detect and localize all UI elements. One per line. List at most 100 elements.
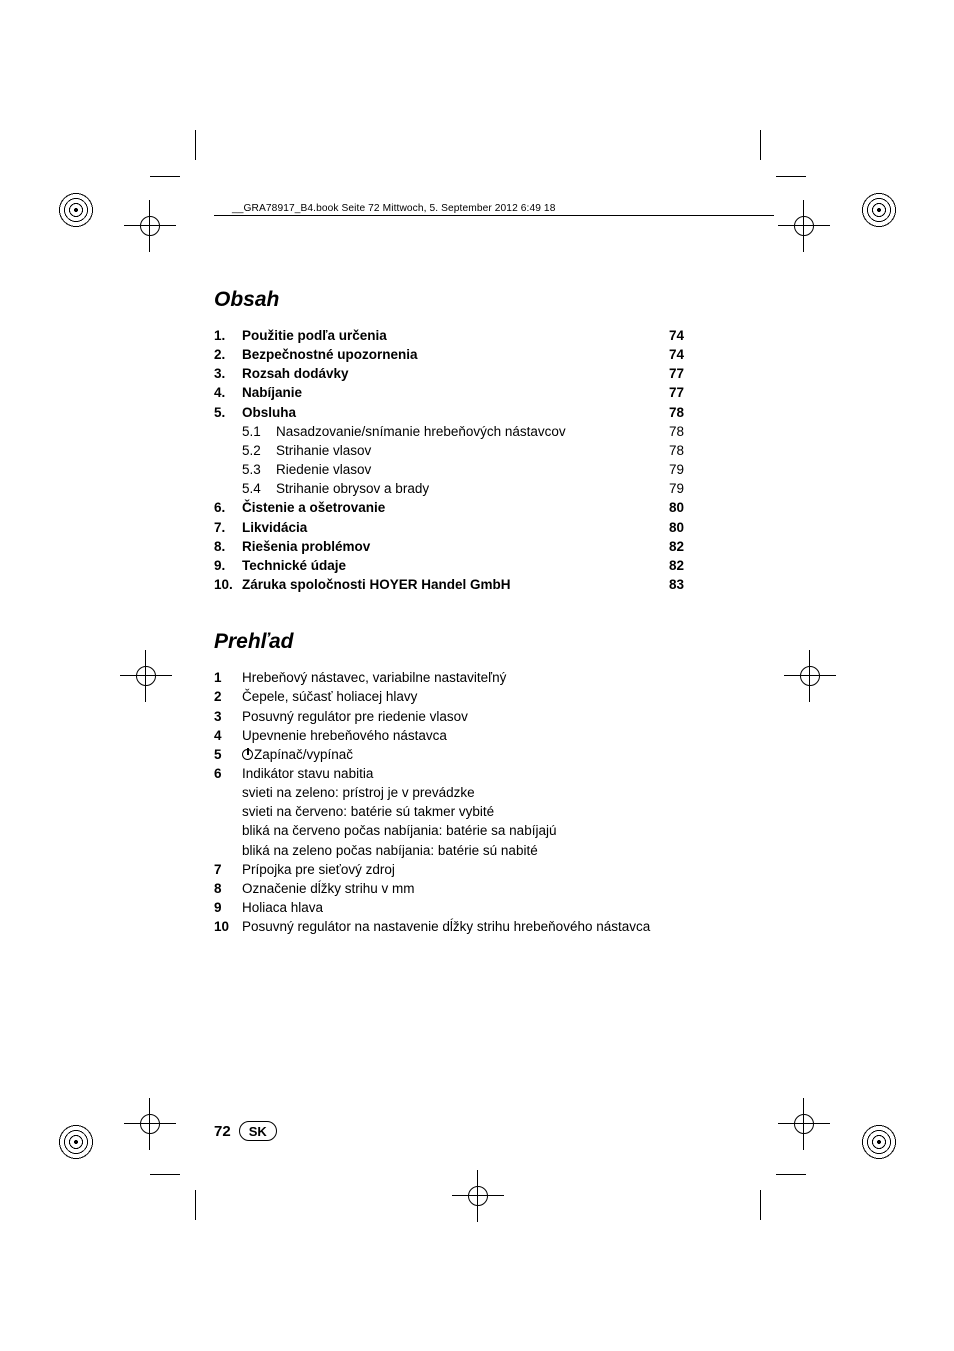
- register-mark: [784, 650, 836, 702]
- register-mark: [778, 1098, 830, 1150]
- list-item-text: Holiaca hlava: [242, 898, 684, 917]
- toc-row: 6.Čistenie a ošetrovanie 80: [214, 498, 684, 517]
- list-item-number: 2: [214, 687, 242, 706]
- power-icon: [242, 749, 253, 760]
- toc-page: 83: [667, 575, 684, 594]
- list-item-number: 10: [214, 917, 242, 936]
- toc-subrow: 5.1Nasadzovanie/snímanie hrebeňových nás…: [214, 422, 684, 441]
- toc-row: 4.Nabíjanie 77: [214, 383, 684, 402]
- toc-row: 9.Technické údaje 82: [214, 556, 684, 575]
- list-item: 2Čepele, súčasť holiacej hlavy: [214, 687, 684, 706]
- list-item-text: Upevnenie hrebeňového nástavca: [242, 726, 684, 745]
- toc-label: Použitie podľa určenia: [242, 326, 387, 345]
- list-item-number: 7: [214, 860, 242, 879]
- toc-label: Likvidácia: [242, 518, 307, 537]
- toc-row: 8.Riešenia problémov 82: [214, 537, 684, 556]
- crop-tick: [150, 1174, 180, 1175]
- toc-sublabel: Strihanie obrysov a brady: [276, 479, 429, 498]
- toc-number: 3.: [214, 364, 242, 383]
- crop-tick: [776, 176, 806, 177]
- toc-subnumber: 5.2: [242, 441, 276, 460]
- toc-page: 79: [667, 460, 684, 479]
- language-badge: SK: [239, 1121, 277, 1141]
- toc-page: 80: [667, 498, 684, 517]
- list-item: 3Posuvný regulátor pre riedenie vlasov: [214, 707, 684, 726]
- toc-page: 77: [667, 364, 684, 383]
- toc-page: 78: [667, 422, 684, 441]
- toc-label: Technické údaje: [242, 556, 346, 575]
- toc-page: 74: [667, 326, 684, 345]
- crop-tick: [776, 1174, 806, 1175]
- list-item-text: Posuvný regulátor pre riedenie vlasov: [242, 707, 684, 726]
- list-item: 9Holiaca hlava: [214, 898, 684, 917]
- list-item-subline: svieti na červeno: batérie sú takmer vyb…: [214, 802, 684, 821]
- toc-label: Čistenie a ošetrovanie: [242, 498, 385, 517]
- register-mark: [124, 200, 176, 252]
- crop-tick: [195, 1190, 196, 1220]
- list-item: 6Indikátor stavu nabitia: [214, 764, 684, 783]
- toc-page: 74: [667, 345, 684, 364]
- toc-label: Obsluha: [242, 403, 296, 422]
- toc-page: 78: [667, 441, 684, 460]
- toc-sublabel: Nasadzovanie/snímanie hrebeňových nástav…: [276, 422, 566, 441]
- overview-list: 1Hrebeňový nástavec, variabilne nastavit…: [214, 668, 684, 936]
- toc-page: 82: [667, 556, 684, 575]
- list-item-text: Indikátor stavu nabitia: [242, 764, 684, 783]
- toc-row: 5.Obsluha 78: [214, 403, 684, 422]
- register-mark: [120, 650, 172, 702]
- toc-sublabel: Strihanie vlasov: [276, 441, 371, 460]
- toc-page: 80: [667, 518, 684, 537]
- list-item-number: 8: [214, 879, 242, 898]
- list-item-subline: bliká na červeno počas nabíjania: batéri…: [214, 821, 684, 840]
- toc-number: 5.: [214, 403, 242, 422]
- list-item-subline: svieti na zeleno: prístroj je v prevádzk…: [214, 783, 684, 802]
- toc-number: 4.: [214, 383, 242, 402]
- toc-subnumber: 5.1: [242, 422, 276, 441]
- crop-tick: [195, 130, 196, 160]
- heading-prehlad: Prehľad: [214, 630, 684, 654]
- list-item: 7Prípojka pre sieťový zdroj: [214, 860, 684, 879]
- print-rosette: [54, 1120, 98, 1164]
- list-item-text: Posuvný regulátor na nastavenie dĺžky st…: [242, 917, 684, 936]
- toc-row: 1.Použitie podľa určenia 74: [214, 326, 684, 345]
- list-item-number: 6: [214, 764, 242, 783]
- list-item-text: Hrebeňový nástavec, variabilne nastavite…: [242, 668, 684, 687]
- toc-row: 7.Likvidácia 80: [214, 518, 684, 537]
- page-footer: 72 SK: [214, 1121, 277, 1141]
- register-mark: [452, 1170, 504, 1222]
- toc-label: Bezpečnostné upozornenia: [242, 345, 418, 364]
- register-mark: [778, 200, 830, 252]
- list-item-subline: bliká na zeleno počas nabíjania: batérie…: [214, 841, 684, 860]
- page-content: Obsah 1.Použitie podľa určenia 742.Bezpe…: [214, 288, 684, 936]
- list-item-text: Prípojka pre sieťový zdroj: [242, 860, 684, 879]
- toc-number: 7.: [214, 518, 242, 537]
- toc-sublabel: Riedenie vlasov: [276, 460, 371, 479]
- list-item-number: 9: [214, 898, 242, 917]
- table-of-contents: 1.Použitie podľa určenia 742.Bezpečnostn…: [214, 326, 684, 594]
- register-mark: [124, 1098, 176, 1150]
- toc-row: 2.Bezpečnostné upozornenia 74: [214, 345, 684, 364]
- toc-subnumber: 5.4: [242, 479, 276, 498]
- toc-number: 10.: [214, 575, 242, 594]
- toc-number: 1.: [214, 326, 242, 345]
- toc-row: 10.Záruka spoločnosti HOYER Handel GmbH …: [214, 575, 684, 594]
- print-rosette: [54, 188, 98, 232]
- toc-label: Záruka spoločnosti HOYER Handel GmbH: [242, 575, 511, 594]
- print-rosette: [857, 1120, 901, 1164]
- list-item: 4Upevnenie hrebeňového nástavca: [214, 726, 684, 745]
- toc-label: Rozsah dodávky: [242, 364, 349, 383]
- toc-subrow: 5.2Strihanie vlasov 78: [214, 441, 684, 460]
- page-number: 72: [214, 1123, 231, 1140]
- list-item-number: 5: [214, 745, 242, 764]
- toc-page: 79: [667, 479, 684, 498]
- print-rosette: [857, 188, 901, 232]
- toc-subrow: 5.3Riedenie vlasov 79: [214, 460, 684, 479]
- header-divider: [214, 215, 774, 216]
- toc-page: 78: [667, 403, 684, 422]
- list-item-text: Čepele, súčasť holiacej hlavy: [242, 687, 684, 706]
- toc-number: 6.: [214, 498, 242, 517]
- list-item: 1Hrebeňový nástavec, variabilne nastavit…: [214, 668, 684, 687]
- crop-tick: [760, 130, 761, 160]
- list-item: 5Zapínač/vypínač: [214, 745, 684, 764]
- toc-page: 82: [667, 537, 684, 556]
